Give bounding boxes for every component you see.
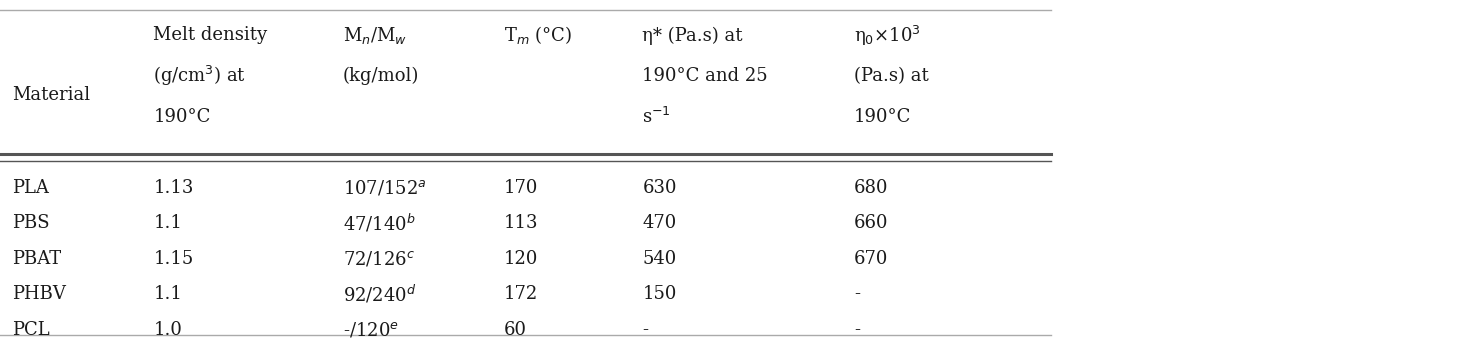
Text: 1.1: 1.1 <box>153 285 182 303</box>
Text: η$_0$×10$^3$: η$_0$×10$^3$ <box>854 23 921 48</box>
Text: 60: 60 <box>504 320 527 338</box>
Text: 190°C: 190°C <box>854 107 911 126</box>
Text: 1.0: 1.0 <box>153 320 182 338</box>
Text: PHBV: PHBV <box>12 285 66 303</box>
Text: 72/126$^{c}$: 72/126$^{c}$ <box>343 249 415 268</box>
Text: 1.13: 1.13 <box>153 178 194 197</box>
Text: 172: 172 <box>504 285 537 303</box>
Text: PBS: PBS <box>12 214 50 232</box>
Text: -: - <box>642 320 648 338</box>
Text: PLA: PLA <box>12 178 48 197</box>
Text: 630: 630 <box>642 178 677 197</box>
Text: 190°C and 25: 190°C and 25 <box>642 67 768 85</box>
Text: 120: 120 <box>504 249 539 268</box>
Text: 670: 670 <box>854 249 889 268</box>
Text: 680: 680 <box>854 178 889 197</box>
Text: 1.15: 1.15 <box>153 249 194 268</box>
Text: η* (Pa.s) at: η* (Pa.s) at <box>642 26 743 45</box>
Text: (kg/mol): (kg/mol) <box>343 67 419 85</box>
Text: 540: 540 <box>642 249 676 268</box>
Text: 190°C: 190°C <box>153 107 210 126</box>
Text: 113: 113 <box>504 214 539 232</box>
Text: M$_n$/M$_w$: M$_n$/M$_w$ <box>343 25 407 46</box>
Text: 470: 470 <box>642 214 676 232</box>
Text: -: - <box>854 320 860 338</box>
Text: 47/140$^{b}$: 47/140$^{b}$ <box>343 212 416 234</box>
Text: PCL: PCL <box>12 320 50 338</box>
Text: 660: 660 <box>854 214 889 232</box>
Text: s$^{-1}$: s$^{-1}$ <box>642 106 672 127</box>
Text: 150: 150 <box>642 285 677 303</box>
Text: Melt density: Melt density <box>153 26 267 45</box>
Text: (Pa.s) at: (Pa.s) at <box>854 67 929 85</box>
Text: -: - <box>854 285 860 303</box>
Text: 170: 170 <box>504 178 539 197</box>
Text: 1.1: 1.1 <box>153 214 182 232</box>
Text: (g/cm$^3$) at: (g/cm$^3$) at <box>153 64 247 88</box>
Text: PBAT: PBAT <box>12 249 61 268</box>
Text: -/120$^{e}$: -/120$^{e}$ <box>343 320 399 338</box>
Text: 107/152$^{a}$: 107/152$^{a}$ <box>343 178 426 197</box>
Text: Material: Material <box>12 86 91 104</box>
Text: T$_m$ (°C): T$_m$ (°C) <box>504 24 572 47</box>
Text: 92/240$^{d}$: 92/240$^{d}$ <box>343 283 416 305</box>
